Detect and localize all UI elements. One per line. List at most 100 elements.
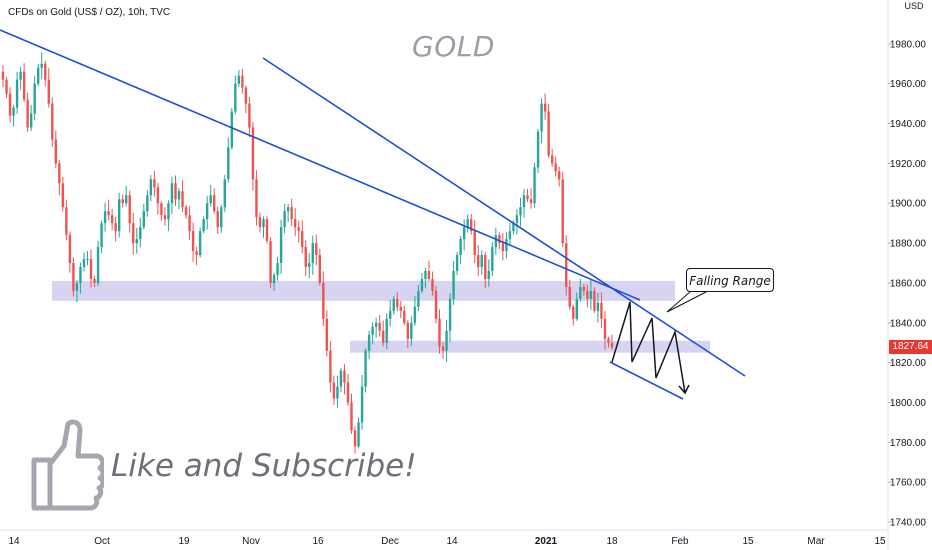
- candle-body: [286, 207, 290, 212]
- candle-body: [403, 310, 406, 323]
- candle-body: [364, 350, 367, 387]
- projection-path: [611, 301, 686, 394]
- candle-body: [311, 243, 314, 264]
- candle-body: [103, 211, 107, 224]
- x-tick-label: Oct: [94, 536, 110, 547]
- candle-body: [269, 241, 272, 283]
- candle-body: [469, 219, 473, 232]
- candle-body: [561, 179, 564, 244]
- candle-body: [110, 215, 114, 224]
- x-tick-label: Mar: [807, 536, 825, 547]
- candle-body: [114, 223, 117, 232]
- trendline: [0, 29, 641, 301]
- candle-body: [501, 243, 505, 252]
- candle-body: [230, 111, 234, 148]
- candle-body: [293, 219, 297, 228]
- trendline: [262, 57, 746, 377]
- candle-body: [223, 179, 226, 208]
- candle-body: [184, 207, 188, 216]
- x-tick-label: 18: [606, 536, 618, 547]
- candle-body: [385, 318, 388, 343]
- candle-body: [244, 87, 248, 104]
- candle-body: [484, 255, 487, 279]
- candle-body: [29, 113, 33, 128]
- x-tick-label: 14: [446, 536, 458, 547]
- candle-body: [213, 195, 216, 212]
- candle-body: [241, 75, 244, 88]
- candle-body: [170, 183, 174, 204]
- x-tick-label: Nov: [242, 536, 260, 547]
- candle-body: [156, 187, 160, 204]
- candle-body: [325, 318, 329, 351]
- x-tick-label: 15: [874, 536, 886, 547]
- candle-body: [149, 179, 153, 196]
- y-tick-label: 1840.00: [890, 318, 927, 329]
- candle-body: [582, 286, 586, 291]
- candle-body: [374, 322, 378, 327]
- candle-body: [89, 259, 93, 279]
- candle-body: [251, 127, 255, 180]
- candle-body: [557, 171, 561, 180]
- candle-body: [125, 195, 128, 204]
- candle-body: [529, 199, 533, 204]
- candle-body: [515, 215, 519, 224]
- candle-body: [610, 342, 614, 348]
- candle-body: [209, 195, 212, 204]
- candle-body: [205, 203, 209, 220]
- candle-body: [455, 255, 459, 271]
- candle-body: [336, 386, 339, 399]
- candle-body: [220, 207, 223, 228]
- candle-body: [160, 203, 163, 216]
- candle-body: [498, 235, 501, 244]
- candle-body: [47, 79, 50, 104]
- candle-body: [44, 63, 47, 80]
- candle-body: [19, 71, 22, 80]
- candle-body: [146, 195, 149, 212]
- x-tick-label: 2021: [535, 536, 558, 547]
- candle-body: [26, 99, 29, 128]
- candle-body: [272, 274, 276, 283]
- candle-body: [167, 203, 170, 220]
- candle-body: [202, 219, 205, 232]
- candle-body: [96, 247, 100, 283]
- candle-body: [343, 370, 346, 383]
- candle-body: [452, 270, 455, 299]
- candle-body: [58, 163, 61, 184]
- y-tick-label: 1760.00: [890, 478, 927, 489]
- candle-body: [417, 290, 420, 307]
- x-tick-label: 15: [742, 536, 754, 547]
- x-tick-label: Feb: [671, 536, 689, 547]
- candle-body: [276, 263, 279, 275]
- candle-body: [424, 270, 427, 279]
- candle-body: [93, 278, 96, 283]
- candle-body: [389, 310, 392, 319]
- candle-body: [188, 215, 191, 232]
- candle-body: [572, 306, 575, 319]
- candle-body: [438, 318, 441, 347]
- y-tick-label: 1880.00: [890, 239, 927, 250]
- watermark-title: GOLD: [412, 30, 495, 63]
- candle-body: [445, 330, 448, 351]
- candle-body: [51, 103, 54, 140]
- candle-body: [462, 227, 466, 240]
- y-tick-label: 1860.00: [890, 278, 927, 289]
- candle-body: [427, 270, 431, 279]
- candle-body: [22, 71, 26, 100]
- candle-body: [301, 231, 304, 248]
- candle-body: [399, 306, 402, 311]
- candle-body: [177, 191, 181, 200]
- candle-body: [593, 290, 596, 311]
- candles: [1, 52, 614, 454]
- candle-body: [8, 93, 12, 116]
- candle-body: [86, 259, 89, 261]
- candle-body: [522, 195, 526, 208]
- candle-body: [318, 255, 322, 283]
- candle-body: [568, 286, 571, 307]
- candle-body: [216, 211, 219, 228]
- subscribe-text: Like and Subscribe!: [111, 448, 417, 484]
- candle-body: [40, 63, 43, 68]
- y-tick-label: 1960.00: [890, 79, 927, 90]
